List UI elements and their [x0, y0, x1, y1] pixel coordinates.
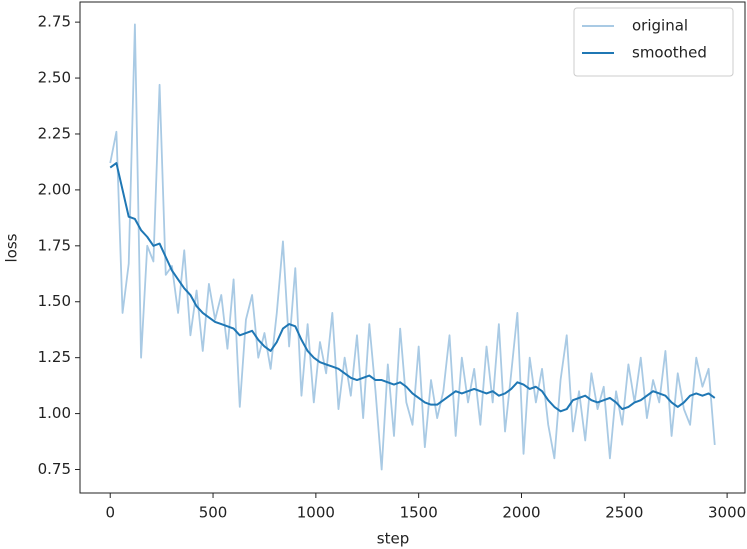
y-tick-label: 2.25 — [38, 124, 71, 142]
x-tick-label: 2500 — [605, 504, 643, 522]
x-tick-label: 500 — [199, 504, 228, 522]
y-tick-label: 2.00 — [38, 180, 71, 198]
y-tick-label: 1.50 — [38, 292, 71, 310]
y-tick-label: 0.75 — [38, 460, 71, 478]
x-tick-label: 1000 — [297, 504, 335, 522]
y-axis-label: loss — [3, 233, 21, 262]
x-tick-label: 2000 — [502, 504, 540, 522]
line-series — [109, 23, 716, 471]
x-axis-label: step — [377, 530, 409, 548]
legend-label: original — [632, 17, 688, 35]
line-series — [109, 162, 716, 413]
y-tick-label: 1.75 — [38, 236, 71, 254]
x-tick-label: 3000 — [708, 504, 746, 522]
y-tick-label: 2.75 — [38, 13, 71, 31]
axes-frame — [79, 1, 746, 494]
legend-label: smoothed — [632, 44, 707, 62]
y-tick-label: 1.00 — [38, 404, 71, 422]
y-tick-label: 1.25 — [38, 348, 71, 366]
x-tick-label: 1500 — [400, 504, 438, 522]
x-tick-label: 0 — [105, 504, 115, 522]
y-tick-label: 2.50 — [38, 69, 71, 87]
